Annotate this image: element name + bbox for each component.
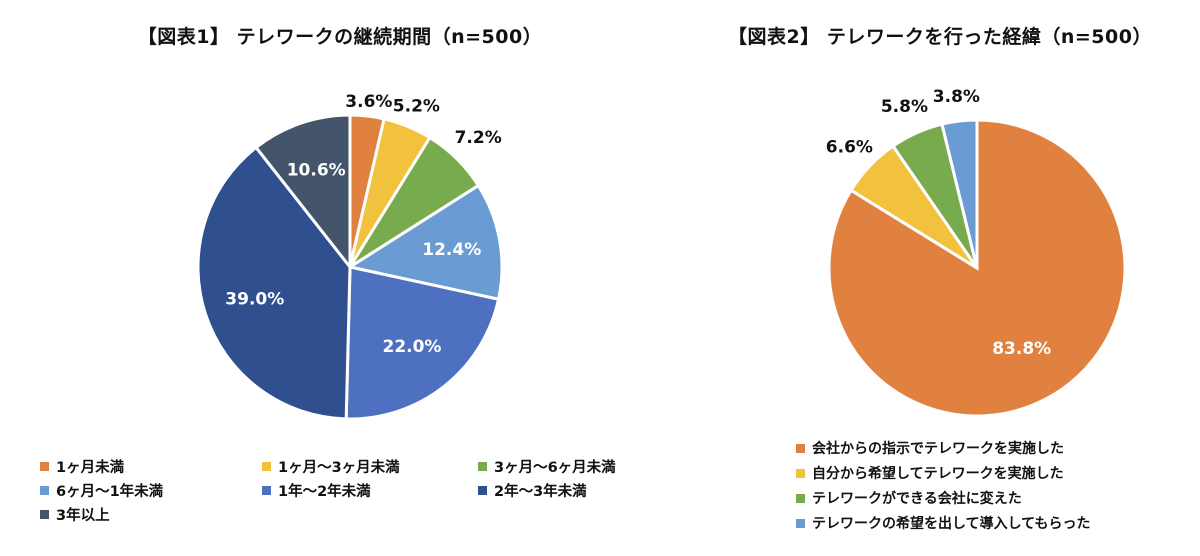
legend-item: 3年以上 — [40, 504, 110, 525]
data-label: 22.0% — [382, 337, 441, 357]
legend-swatch — [40, 462, 49, 471]
legend-swatch — [796, 518, 805, 528]
pie-slice — [940, 118, 979, 269]
chart-title: 【図表1】 テレワークの継続期間（n=500） — [137, 26, 543, 48]
legend-swatch — [262, 462, 271, 471]
data-label: 10.6% — [287, 160, 346, 180]
legend-2: 会社からの指示でテレワークを実施した 自分から希望してテレワークを実施した テレワー… — [796, 438, 1196, 548]
legend-item: 会社からの指示でテレワークを実施した — [796, 438, 1064, 458]
legend-item: テレワークの希望を出して導入してもらった — [796, 513, 1090, 533]
legend-item: 3ヶ月～6ヶ月未満 — [478, 456, 616, 477]
legend-swatch — [796, 493, 805, 503]
legend-label: 会社からの指示でテレワークを実施した — [812, 441, 1064, 457]
data-label: 3.8% — [933, 87, 980, 107]
chart-panel-1: 【図表1】 テレワークの継続期間（n=500） 3.6% 5.2% 7.2% 12.4… — [40, 26, 680, 546]
legend-swatch — [796, 443, 805, 453]
pie-chart-1: 3.6% 5.2% 7.2% 12.4% 22.0% 39.0% 10.6% — [196, 92, 504, 421]
legend-swatch — [40, 486, 49, 495]
legend-item: 1ヶ月未満 — [40, 456, 124, 477]
chart-title: 【図表2】 テレワークを行った経緯（n=500） — [728, 26, 1152, 48]
legend-item: 6ヶ月～1年未満 — [40, 480, 163, 501]
data-label: 5.2% — [393, 96, 440, 116]
legend-label: 3ヶ月～6ヶ月未満 — [494, 460, 616, 476]
data-label: 39.0% — [225, 290, 284, 310]
legend-item: 1ヶ月～3ヶ月未満 — [262, 456, 400, 477]
pie-slice — [253, 113, 352, 272]
legend-label: 1年～2年未満 — [278, 484, 371, 500]
data-label: 5.8% — [881, 97, 928, 117]
pie-chart-2: 83.8% 6.6% 5.8% 3.8% — [826, 87, 1127, 418]
legend-label: 自分から希望してテレワークを実施した — [812, 466, 1064, 482]
legend-item: 自分から希望してテレワークを実施した — [796, 463, 1064, 483]
legend-label: 1ヶ月未満 — [56, 460, 125, 476]
legend-swatch — [262, 486, 271, 495]
legend-swatch — [478, 462, 487, 471]
data-label: 12.4% — [422, 240, 481, 260]
legend-label: 1ヶ月～3ヶ月未満 — [278, 460, 400, 476]
legend-swatch — [796, 468, 805, 478]
legend-item: 1年～2年未満 — [262, 480, 371, 501]
data-label: 83.8% — [992, 339, 1051, 359]
data-label: 6.6% — [826, 138, 873, 158]
data-label: 7.2% — [455, 128, 502, 148]
legend-label: テレワークの希望を出して導入してもらった — [812, 516, 1091, 532]
legend-label: テレワークができる会社に変えた — [812, 491, 1022, 507]
legend-item: テレワークができる会社に変えた — [796, 488, 1022, 508]
legend-swatch — [478, 486, 487, 495]
pie-slice — [196, 145, 352, 421]
chart-panel-2: 【図表2】 テレワークを行った経緯（n=500） 83.8% 6.6% 5.8% 3.… — [680, 0, 1200, 556]
pie-slice — [346, 183, 504, 302]
legend-1: 1ヶ月未満 1ヶ月～3ヶ月未満 3ヶ月～6ヶ月未満 6ヶ月～1年未満 1年～2年未満 2年… — [40, 456, 680, 546]
data-label: 3.6% — [345, 92, 392, 112]
legend-label: 2年～3年未満 — [494, 484, 587, 500]
legend-label: 6ヶ月～1年未満 — [56, 484, 164, 500]
legend-item: 2年～3年未満 — [478, 480, 587, 501]
legend-label: 3年以上 — [56, 508, 110, 524]
legend-swatch — [40, 510, 49, 519]
pie-slice — [344, 265, 501, 421]
